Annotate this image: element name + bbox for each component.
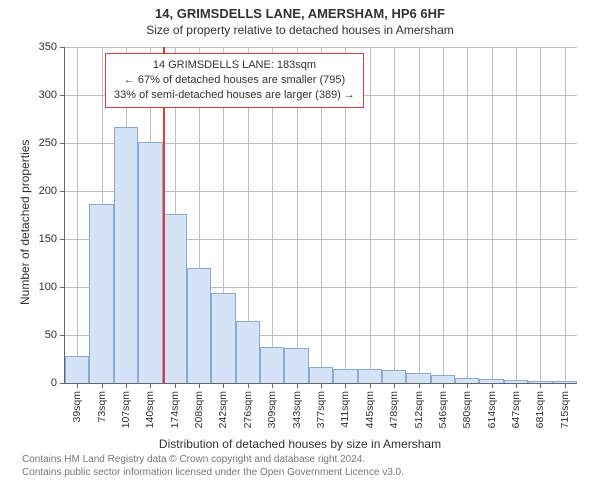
x-tick-label: 478sqm [388, 391, 400, 428]
y-axis-title: Number of detached properties [18, 140, 32, 305]
annotation-line: ← 67% of detached houses are smaller (79… [114, 73, 355, 88]
page-subtitle: Size of property relative to detached ho… [0, 21, 600, 37]
x-tick [126, 383, 127, 388]
histogram-bar [284, 348, 308, 383]
y-tick-label: 250 [39, 137, 65, 149]
x-tick-label: 411sqm [339, 391, 351, 428]
x-tick-label: 343sqm [291, 391, 303, 428]
histogram-bar [309, 367, 333, 383]
x-tick [443, 383, 444, 388]
gridline-vertical [443, 47, 444, 383]
x-tick [321, 383, 322, 388]
x-tick [516, 383, 517, 388]
annotation-line: 14 GRIMSDELLS LANE: 183sqm [114, 58, 355, 73]
x-tick [297, 383, 298, 388]
x-tick-label: 546sqm [437, 391, 449, 428]
attribution-line-1: Contains HM Land Registry data © Crown c… [22, 453, 600, 466]
x-tick [248, 383, 249, 388]
histogram-bar [236, 321, 260, 383]
plot-area: 05010015020025030035039sqm73sqm107sqm140… [64, 47, 577, 384]
gridline-vertical [565, 47, 566, 383]
x-tick-label: 512sqm [413, 391, 425, 428]
histogram-bar [114, 127, 138, 383]
x-tick-label: 242sqm [217, 391, 229, 428]
x-tick-label: 140sqm [144, 391, 156, 428]
x-tick-label: 445sqm [364, 391, 376, 428]
annotation-box: 14 GRIMSDELLS LANE: 183sqm← 67% of detac… [105, 53, 364, 108]
attribution-line-2: Contains public sector information licen… [22, 466, 600, 479]
histogram-bar [382, 370, 406, 383]
histogram-bar [431, 375, 455, 383]
x-tick-label: 107sqm [120, 391, 132, 428]
x-tick [345, 383, 346, 388]
chart-container: 05010015020025030035039sqm73sqm107sqm140… [0, 47, 600, 383]
x-tick-label: 73sqm [96, 391, 108, 423]
histogram-bar [406, 373, 430, 383]
x-axis-title: Distribution of detached houses by size … [0, 437, 600, 451]
histogram-bar [138, 142, 162, 383]
page-title: 14, GRIMSDELLS LANE, AMERSHAM, HP6 6HF [0, 0, 600, 21]
x-tick-label: 208sqm [193, 391, 205, 428]
y-tick-label: 0 [51, 377, 65, 389]
x-tick-label: 580sqm [461, 391, 473, 428]
x-tick [394, 383, 395, 388]
x-tick [492, 383, 493, 388]
y-tick-label: 350 [39, 41, 65, 53]
gridline-vertical [394, 47, 395, 383]
x-tick-label: 681sqm [534, 391, 546, 428]
gridline-vertical [516, 47, 517, 383]
x-tick [370, 383, 371, 388]
x-tick [199, 383, 200, 388]
gridline-vertical [467, 47, 468, 383]
x-tick-label: 174sqm [169, 391, 181, 428]
y-tick-label: 200 [39, 185, 65, 197]
histogram-bar [163, 214, 187, 383]
histogram-bar [211, 293, 235, 383]
x-tick [467, 383, 468, 388]
gridline-vertical [492, 47, 493, 383]
x-tick [175, 383, 176, 388]
x-tick-label: 276sqm [242, 391, 254, 428]
x-tick [223, 383, 224, 388]
x-tick [419, 383, 420, 388]
histogram-bar [187, 268, 211, 383]
gridline-vertical [419, 47, 420, 383]
gridline-vertical [77, 47, 78, 383]
y-tick-label: 100 [39, 281, 65, 293]
x-tick [540, 383, 541, 388]
x-tick [150, 383, 151, 388]
x-tick-label: 715sqm [559, 391, 571, 428]
y-tick-label: 300 [39, 89, 65, 101]
histogram-bar [65, 356, 89, 383]
x-tick-label: 39sqm [71, 391, 83, 423]
gridline-vertical [370, 47, 371, 383]
histogram-bar [89, 204, 113, 383]
x-tick [102, 383, 103, 388]
histogram-bar [260, 347, 284, 383]
x-tick-label: 647sqm [510, 391, 522, 428]
x-tick [272, 383, 273, 388]
histogram-bar [333, 369, 357, 383]
x-tick [565, 383, 566, 388]
x-tick-label: 377sqm [315, 391, 327, 428]
gridline-vertical [540, 47, 541, 383]
attribution: Contains HM Land Registry data © Crown c… [0, 451, 600, 479]
annotation-line: 33% of semi-detached houses are larger (… [114, 88, 355, 103]
x-tick-label: 614sqm [486, 391, 498, 428]
y-tick-label: 50 [45, 329, 65, 341]
x-tick-label: 309sqm [266, 391, 278, 428]
x-tick [77, 383, 78, 388]
y-tick-label: 150 [39, 233, 65, 245]
histogram-bar [358, 369, 382, 383]
